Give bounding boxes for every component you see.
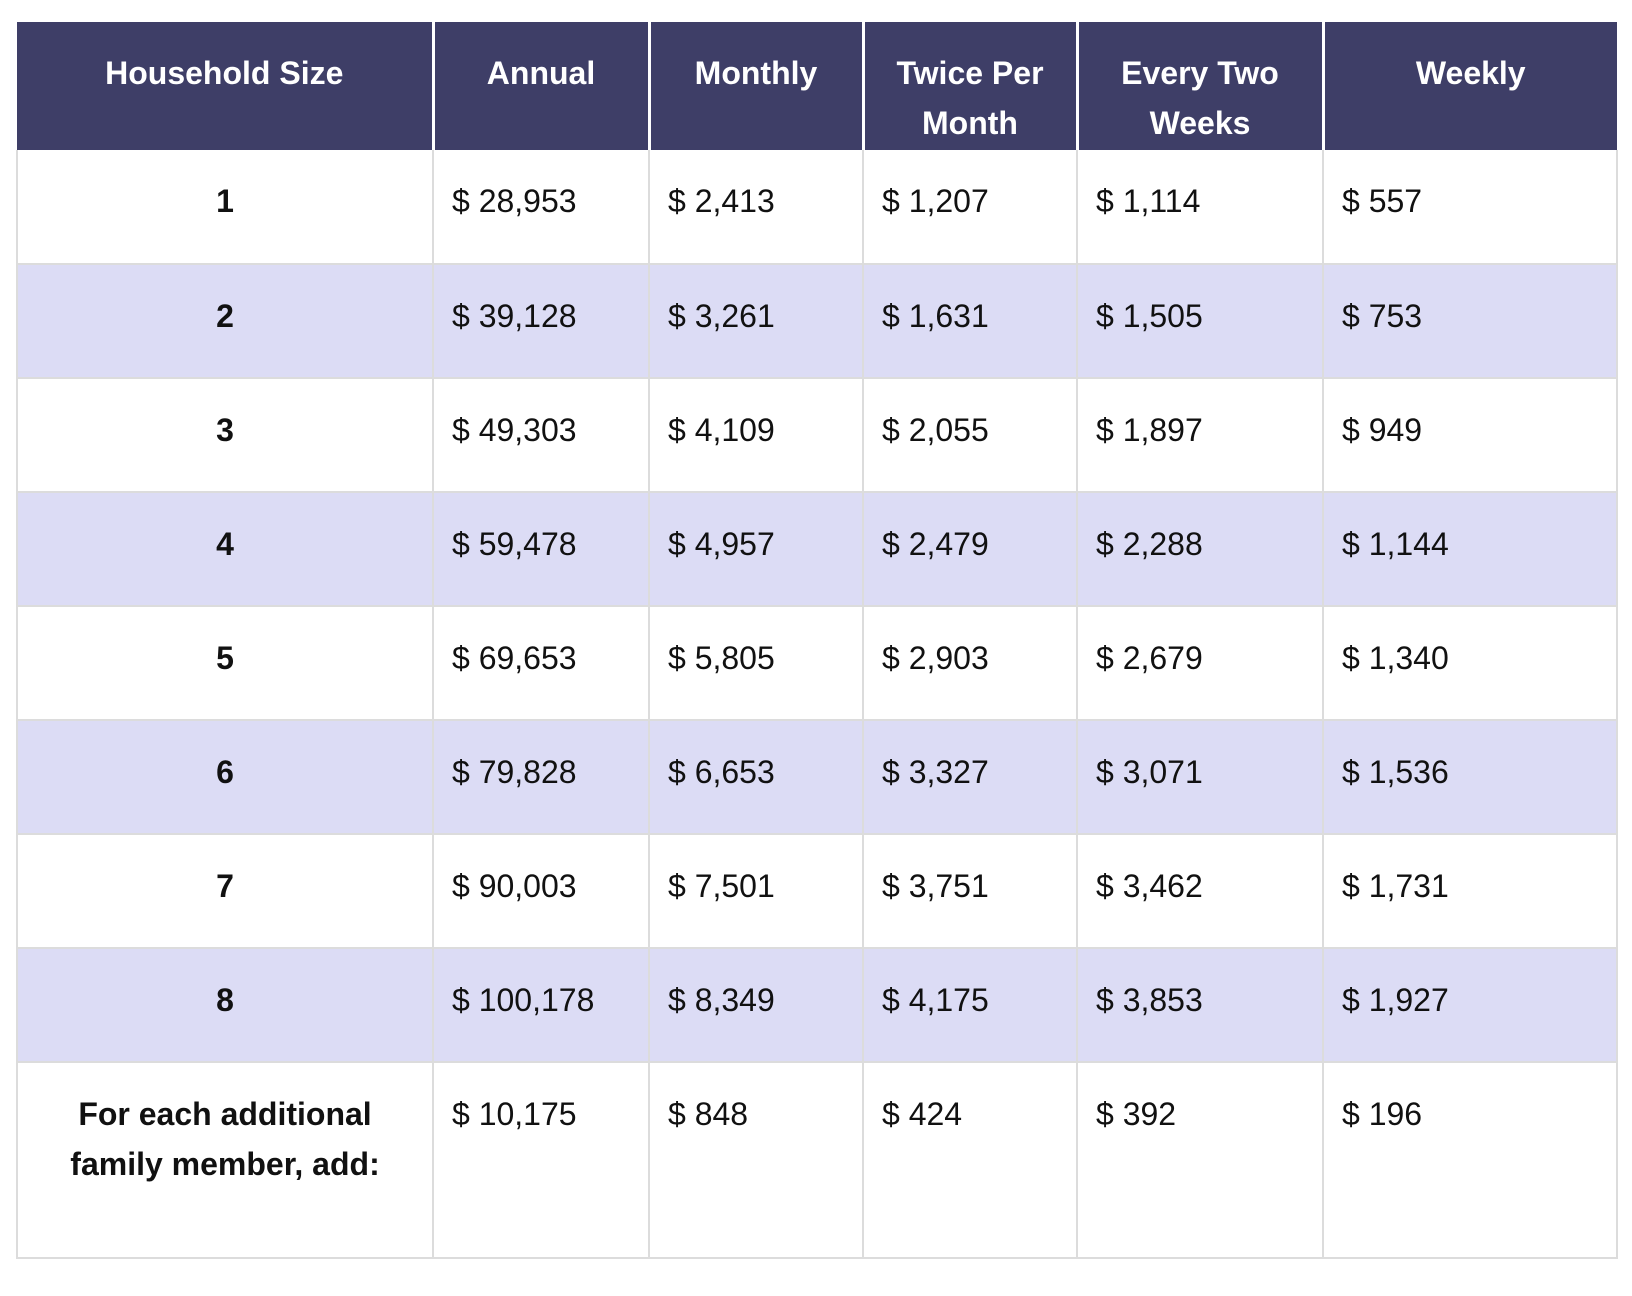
weekly-cell: $ 753	[1322, 263, 1618, 379]
twice-per-month-cell: $ 2,479	[862, 491, 1078, 607]
monthly-cell: $ 7,501	[648, 833, 864, 949]
table-row: 3 $ 49,303 $ 4,109 $ 2,055 $ 1,897 $ 949	[16, 377, 1618, 493]
household-size-cell: 1	[16, 150, 434, 265]
annual-cell: $ 69,653	[432, 605, 650, 721]
weekly-cell: $ 1,340	[1322, 605, 1618, 721]
monthly-cell: $ 8,349	[648, 947, 864, 1063]
table-row: 7 $ 90,003 $ 7,501 $ 3,751 $ 3,462 $ 1,7…	[16, 833, 1618, 949]
twice-per-month-cell: $ 2,903	[862, 605, 1078, 721]
header-every-two-weeks: Every Two Weeks	[1077, 22, 1325, 150]
annual-cell: $ 49,303	[432, 377, 650, 493]
household-size-cell: 3	[16, 377, 434, 493]
household-size-cell: 4	[16, 491, 434, 607]
additional-member-label-cell: For each additional family member, add:	[16, 1061, 434, 1259]
twice-per-month-cell: $ 4,175	[862, 947, 1078, 1063]
table-row: 1 $ 28,953 $ 2,413 $ 1,207 $ 1,114 $ 557	[16, 150, 1618, 265]
table-row: 2 $ 39,128 $ 3,261 $ 1,631 $ 1,505 $ 753	[16, 263, 1618, 379]
header-monthly: Monthly	[649, 22, 865, 150]
weekly-cell: $ 949	[1322, 377, 1618, 493]
twice-per-month-cell: $ 3,327	[862, 719, 1078, 835]
every-two-weeks-cell: $ 1,505	[1076, 263, 1324, 379]
header-weekly: Weekly	[1323, 22, 1617, 150]
annual-cell: $ 100,178	[432, 947, 650, 1063]
annual-cell: $ 90,003	[432, 833, 650, 949]
annual-cell: $ 10,175	[432, 1061, 650, 1259]
table-row: 6 $ 79,828 $ 6,653 $ 3,327 $ 3,071 $ 1,5…	[16, 719, 1618, 835]
table-row: 4 $ 59,478 $ 4,957 $ 2,479 $ 2,288 $ 1,1…	[16, 491, 1618, 607]
twice-per-month-cell: $ 1,631	[862, 263, 1078, 379]
twice-per-month-cell: $ 424	[862, 1061, 1078, 1259]
table-row: 5 $ 69,653 $ 5,805 $ 2,903 $ 2,679 $ 1,3…	[16, 605, 1618, 721]
annual-cell: $ 79,828	[432, 719, 650, 835]
weekly-cell: $ 196	[1322, 1061, 1618, 1259]
header-twice-per-month: Twice Per Month	[863, 22, 1079, 150]
weekly-cell: $ 1,731	[1322, 833, 1618, 949]
household-size-cell: 2	[16, 263, 434, 379]
header-household-size: Household Size	[17, 22, 435, 150]
twice-per-month-cell: $ 1,207	[862, 150, 1078, 265]
monthly-cell: $ 4,957	[648, 491, 864, 607]
annual-cell: $ 28,953	[432, 150, 650, 265]
table-header: Household Size Annual Monthly Twice Per …	[17, 22, 1617, 150]
header-annual: Annual	[433, 22, 651, 150]
monthly-cell: $ 4,109	[648, 377, 864, 493]
monthly-cell: $ 3,261	[648, 263, 864, 379]
household-size-cell: 5	[16, 605, 434, 721]
every-two-weeks-cell: $ 1,897	[1076, 377, 1324, 493]
every-two-weeks-cell: $ 3,853	[1076, 947, 1324, 1063]
every-two-weeks-cell: $ 2,679	[1076, 605, 1324, 721]
income-limits-table: Household Size Annual Monthly Twice Per …	[16, 22, 1618, 1259]
annual-cell: $ 39,128	[432, 263, 650, 379]
table-row-additional-member: For each additional family member, add: …	[16, 1061, 1618, 1259]
table-body: 1 $ 28,953 $ 2,413 $ 1,207 $ 1,114 $ 557…	[16, 150, 1618, 1259]
every-two-weeks-cell: $ 3,462	[1076, 833, 1324, 949]
table-row: 8 $ 100,178 $ 8,349 $ 4,175 $ 3,853 $ 1,…	[16, 947, 1618, 1063]
household-size-cell: 8	[16, 947, 434, 1063]
monthly-cell: $ 2,413	[648, 150, 864, 265]
weekly-cell: $ 557	[1322, 150, 1618, 265]
twice-per-month-cell: $ 3,751	[862, 833, 1078, 949]
monthly-cell: $ 6,653	[648, 719, 864, 835]
household-size-cell: 7	[16, 833, 434, 949]
annual-cell: $ 59,478	[432, 491, 650, 607]
weekly-cell: $ 1,536	[1322, 719, 1618, 835]
weekly-cell: $ 1,927	[1322, 947, 1618, 1063]
every-two-weeks-cell: $ 3,071	[1076, 719, 1324, 835]
weekly-cell: $ 1,144	[1322, 491, 1618, 607]
every-two-weeks-cell: $ 1,114	[1076, 150, 1324, 265]
every-two-weeks-cell: $ 2,288	[1076, 491, 1324, 607]
header-row: Household Size Annual Monthly Twice Per …	[17, 22, 1617, 150]
household-size-cell: 6	[16, 719, 434, 835]
twice-per-month-cell: $ 2,055	[862, 377, 1078, 493]
every-two-weeks-cell: $ 392	[1076, 1061, 1324, 1259]
monthly-cell: $ 5,805	[648, 605, 864, 721]
monthly-cell: $ 848	[648, 1061, 864, 1259]
